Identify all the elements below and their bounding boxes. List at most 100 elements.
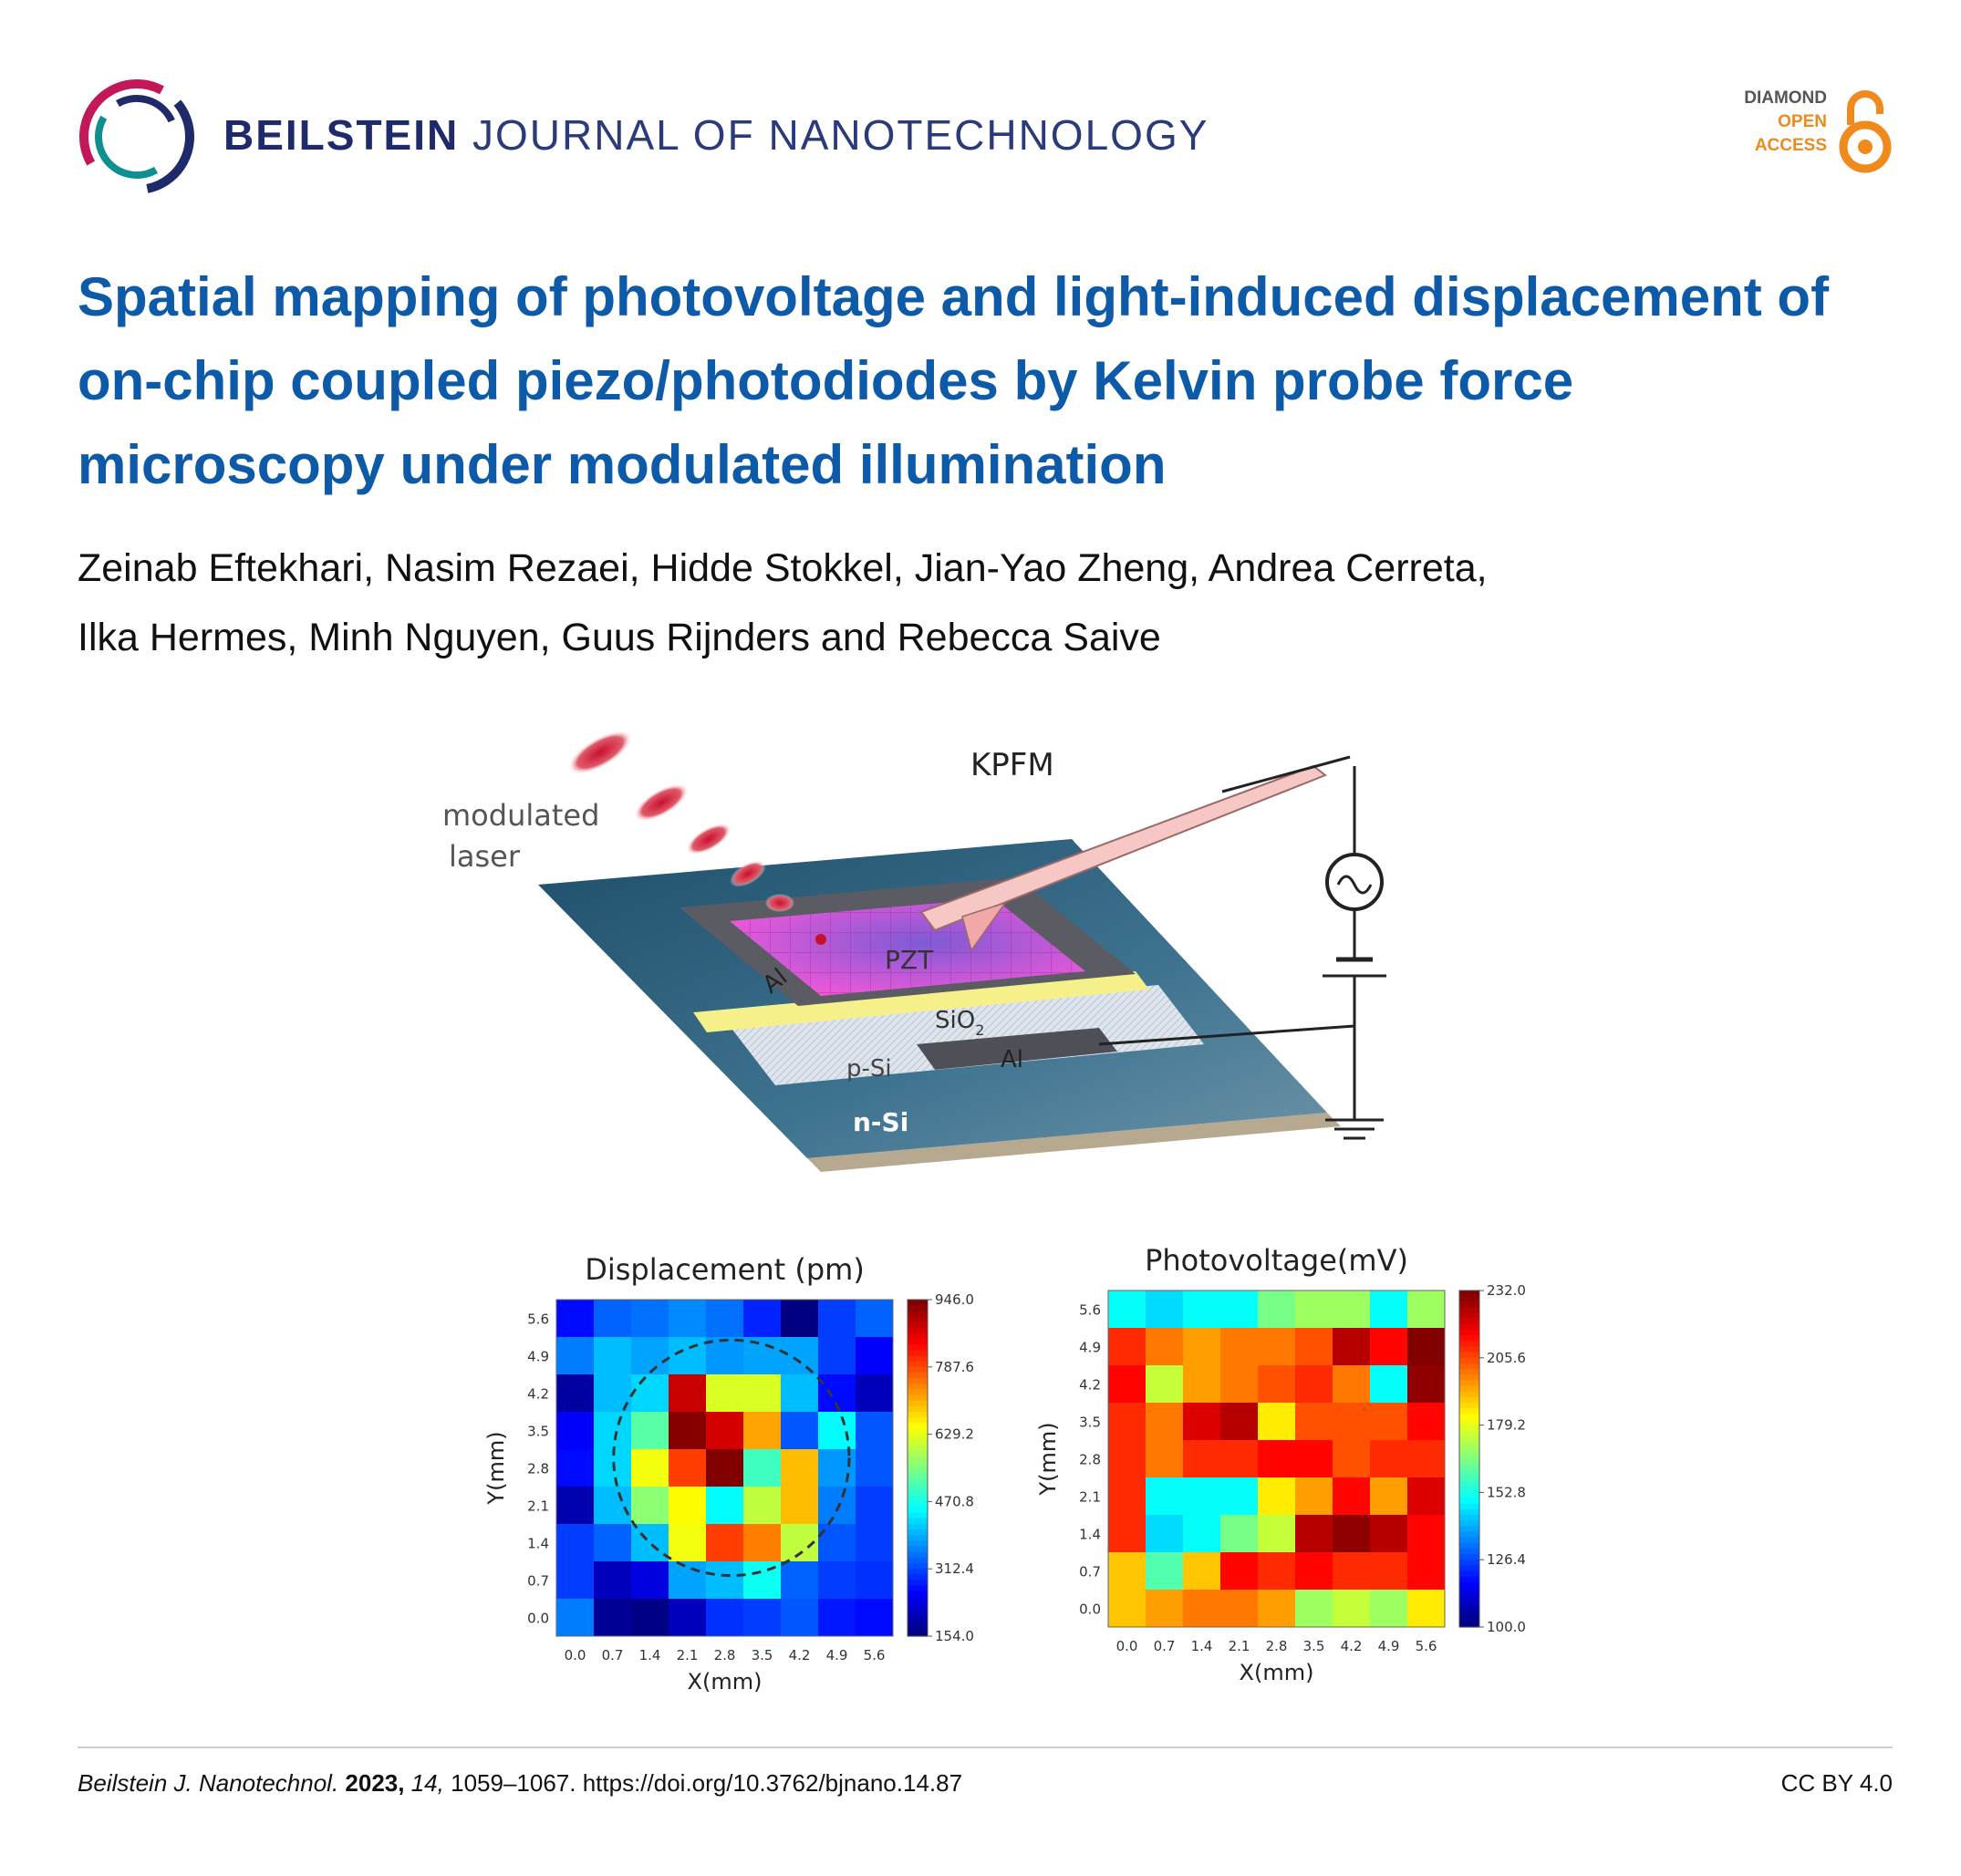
heatmap-cell <box>818 1337 856 1375</box>
heatmap-cell <box>669 1337 707 1375</box>
colorbar-segment <box>1459 1403 1479 1409</box>
al-bottom-label: Al <box>1001 1046 1023 1073</box>
colorbar-segment <box>1459 1487 1479 1493</box>
colorbar-segment <box>1459 1330 1479 1336</box>
heatmap-cell <box>1333 1403 1371 1441</box>
colorbar-segment <box>908 1467 928 1475</box>
y-tick-label: 2.8 <box>1079 1452 1101 1468</box>
heatmap-cell <box>669 1412 707 1450</box>
colorbar-segment <box>1459 1520 1479 1527</box>
al-bottom-contact <box>917 1028 1117 1070</box>
heatmap-cell <box>818 1487 856 1525</box>
colorbar-segment <box>908 1350 928 1357</box>
heatmap-cell <box>1183 1477 1221 1516</box>
colorbar-segment <box>1459 1515 1479 1521</box>
heatmap-cell <box>1220 1403 1259 1441</box>
heatmap-cell <box>1146 1590 1184 1628</box>
colorbar-segment <box>908 1630 928 1637</box>
colorbar-segment <box>1459 1526 1479 1533</box>
colorbar-tick-label: 126.4 <box>1487 1551 1526 1568</box>
heatmap-cell <box>1370 1365 1408 1404</box>
heatmap-cell <box>1220 1552 1259 1591</box>
heatmap-cell <box>781 1487 819 1525</box>
colorbar-segment <box>908 1417 928 1424</box>
x-tick-label: 4.9 <box>1378 1638 1400 1654</box>
colorbar-segment <box>908 1305 928 1311</box>
colorbar-segment <box>1459 1503 1479 1510</box>
colorbar-segment <box>908 1524 928 1530</box>
x-axis-label: X(mm) <box>688 1669 763 1695</box>
heatmap-cell <box>818 1561 856 1600</box>
heatmap-cell <box>1183 1403 1221 1441</box>
colorbar-segment <box>1459 1301 1479 1309</box>
heatmap-cell <box>1146 1515 1184 1553</box>
colorbar-tick-label: 470.8 <box>935 1493 974 1509</box>
heatmap-cell <box>1108 1515 1147 1553</box>
heatmap-cell <box>594 1337 632 1375</box>
heatmap-cell <box>1295 1515 1333 1553</box>
colorbar-segment <box>908 1321 928 1329</box>
colorbar-segment <box>908 1361 928 1368</box>
heatmap-cell <box>556 1561 595 1600</box>
heatmap-title: Displacement (pm) <box>585 1252 865 1287</box>
heatmap-cell <box>1295 1290 1333 1329</box>
colorbar-segment <box>908 1518 928 1525</box>
colorbar-segment <box>908 1484 928 1491</box>
y-axis-label: Y(mm) <box>1035 1422 1061 1496</box>
heatmap-cell <box>1407 1590 1446 1628</box>
heatmap-cell <box>669 1487 707 1525</box>
colorbar-segment <box>908 1574 928 1581</box>
colorbar-segment <box>1459 1531 1479 1539</box>
heatmap-cell <box>669 1374 707 1413</box>
colorbar-segment <box>1459 1346 1479 1353</box>
colorbar-tick-label: 629.2 <box>935 1426 974 1443</box>
x-tick-label: 4.2 <box>789 1647 811 1664</box>
heatmap-cell <box>1333 1477 1371 1516</box>
heatmap-cell <box>669 1449 707 1487</box>
colorbar-segment <box>1459 1498 1479 1505</box>
heatmap-cell <box>781 1337 819 1375</box>
heatmap-cell <box>631 1487 669 1525</box>
heatmap-cell <box>1183 1590 1221 1628</box>
doi-link[interactable]: https://doi.org/10.3762/bjnano.14.87 <box>582 1769 963 1797</box>
y-tick-label: 1.4 <box>1079 1527 1101 1543</box>
colorbar-segment <box>1459 1307 1479 1314</box>
heatmap-cell <box>1146 1440 1184 1478</box>
y-tick-label: 0.0 <box>1079 1601 1101 1618</box>
colorbar-tick-label: 179.2 <box>1487 1417 1526 1434</box>
colorbar-segment <box>908 1563 928 1570</box>
heatmap-cell <box>1407 1365 1446 1404</box>
x-tick-label: 5.6 <box>864 1647 886 1664</box>
heatmap-cell <box>1295 1440 1333 1478</box>
heatmap-cell <box>1258 1477 1296 1516</box>
heatmap-cell <box>1407 1515 1446 1553</box>
heatmap-cell <box>631 1374 669 1413</box>
oa-line-access: ACCESS <box>1754 136 1827 155</box>
dashed-circle-outline <box>612 1338 851 1578</box>
colorbar-segment <box>1459 1296 1479 1302</box>
heatmap-cell <box>781 1300 819 1338</box>
open-access-lock-icon <box>1839 90 1892 173</box>
y-axis-label: Y(mm) <box>483 1431 509 1505</box>
laser-pulse <box>730 860 766 887</box>
heatmap-cell <box>1258 1290 1296 1329</box>
heatmap-cell <box>856 1300 894 1338</box>
colorbar-tick-label: 312.4 <box>935 1560 974 1577</box>
colorbar-tick-label: 787.6 <box>935 1359 974 1375</box>
heatmap-frame <box>1107 1290 1446 1628</box>
heatmap-frame <box>555 1299 894 1637</box>
colorbar-segment <box>1459 1537 1479 1544</box>
heatmap-cell <box>1370 1403 1408 1441</box>
x-tick-label: 0.0 <box>1116 1638 1138 1654</box>
y-tick-label: 0.0 <box>527 1611 549 1627</box>
y-tick-label: 1.4 <box>527 1536 549 1552</box>
colorbar-segment <box>1459 1312 1479 1320</box>
y-tick-label: 3.5 <box>1079 1415 1101 1431</box>
colorbar-segment <box>908 1478 928 1486</box>
heatmap-cell <box>1370 1515 1408 1553</box>
heatmap-cell <box>1220 1440 1259 1478</box>
y-tick-label: 0.7 <box>1079 1564 1101 1581</box>
x-tick-label: 1.4 <box>1191 1638 1213 1654</box>
heatmap-cell <box>856 1599 894 1637</box>
colorbar-segment <box>908 1608 928 1614</box>
